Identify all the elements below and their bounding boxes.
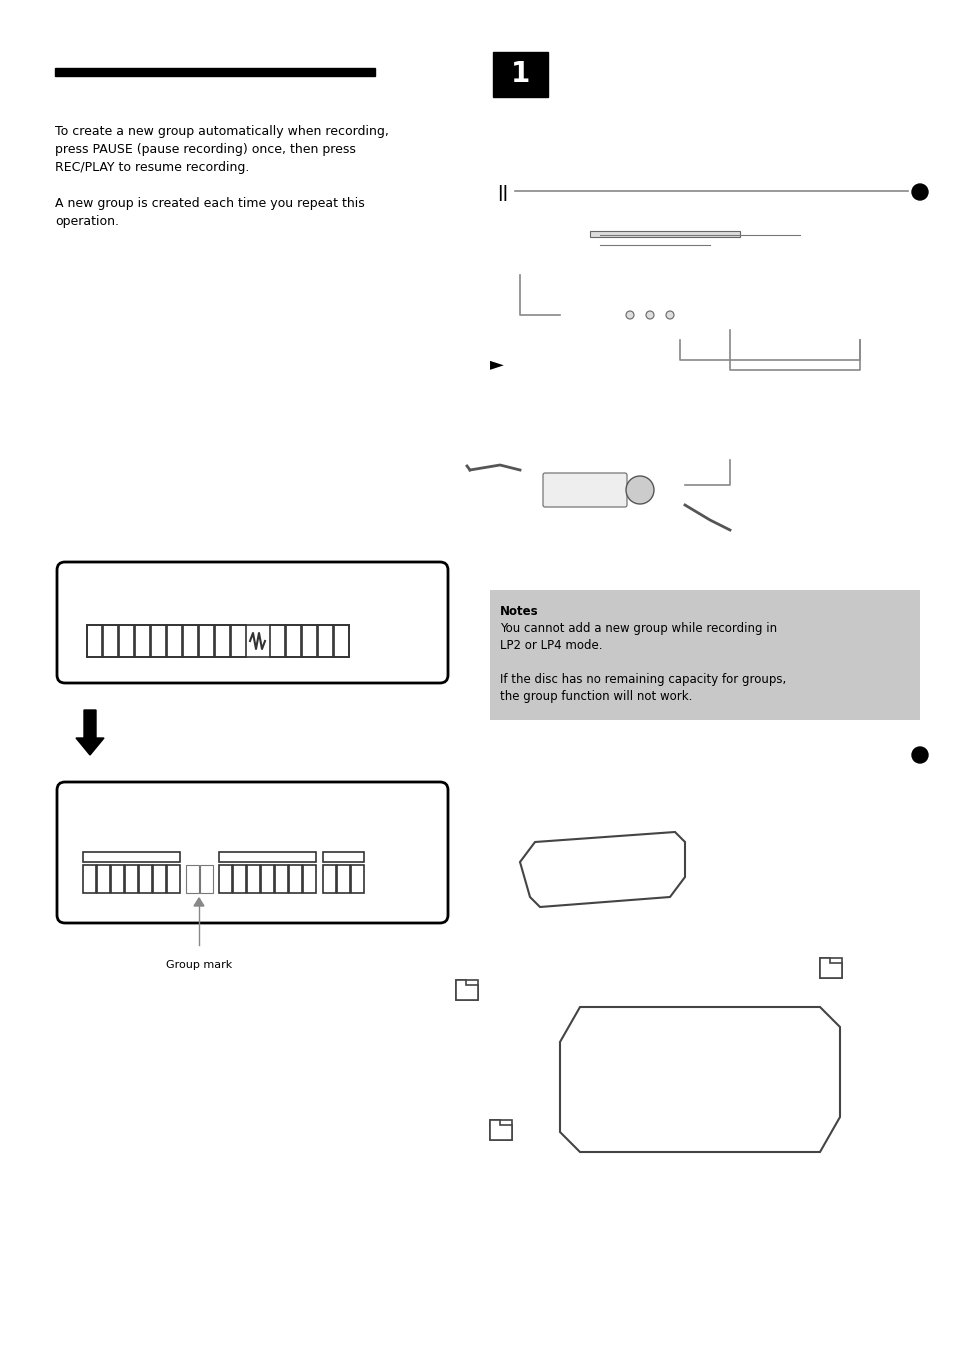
Bar — [820, 958, 841, 978]
Text: ||: || — [497, 185, 508, 201]
Bar — [334, 626, 349, 657]
Bar — [317, 626, 333, 657]
Text: 1: 1 — [511, 61, 530, 88]
Bar — [589, 231, 740, 237]
Text: ►: ► — [490, 356, 503, 373]
Bar — [87, 626, 102, 657]
Circle shape — [911, 746, 927, 763]
Bar — [336, 864, 350, 893]
Bar — [55, 68, 375, 76]
Bar — [286, 626, 301, 657]
Polygon shape — [76, 710, 104, 754]
Text: operation.: operation. — [55, 214, 119, 228]
Bar — [214, 626, 230, 657]
Bar — [83, 864, 96, 893]
PathPatch shape — [456, 980, 477, 1000]
Circle shape — [665, 311, 673, 319]
PathPatch shape — [820, 958, 841, 978]
Bar — [323, 864, 335, 893]
Bar — [456, 980, 477, 1000]
Bar — [183, 626, 198, 657]
Bar — [186, 864, 199, 893]
Bar — [125, 864, 138, 893]
Circle shape — [645, 311, 654, 319]
Bar — [103, 626, 118, 657]
Bar — [303, 864, 315, 893]
Bar — [490, 590, 919, 721]
Text: press PAUSE (pause recording) once, then press: press PAUSE (pause recording) once, then… — [55, 142, 355, 156]
Bar — [97, 864, 110, 893]
Bar — [274, 864, 288, 893]
Bar — [351, 864, 364, 893]
Bar — [233, 864, 246, 893]
Bar — [200, 864, 213, 893]
Bar — [219, 864, 232, 893]
Bar — [135, 626, 150, 657]
Polygon shape — [559, 1007, 840, 1152]
Bar — [111, 864, 124, 893]
Text: Group mark: Group mark — [166, 959, 232, 970]
Text: Notes: Notes — [499, 605, 538, 617]
Circle shape — [625, 311, 634, 319]
Bar — [139, 864, 152, 893]
Bar — [261, 864, 274, 893]
Circle shape — [625, 476, 654, 503]
Bar — [151, 626, 166, 657]
Bar — [247, 864, 260, 893]
Circle shape — [911, 185, 927, 199]
Bar — [167, 864, 180, 893]
Bar — [152, 864, 166, 893]
Bar — [119, 626, 133, 657]
Bar — [231, 626, 246, 657]
Bar — [323, 852, 364, 862]
FancyBboxPatch shape — [57, 782, 448, 923]
Bar — [490, 1120, 512, 1140]
Bar — [270, 626, 285, 657]
Bar — [199, 626, 213, 657]
Bar — [167, 626, 182, 657]
Text: LP2 or LP4 mode.: LP2 or LP4 mode. — [499, 639, 602, 651]
Bar — [493, 52, 547, 96]
Bar — [219, 852, 315, 862]
FancyBboxPatch shape — [57, 562, 448, 683]
Text: If the disc has no remaining capacity for groups,: If the disc has no remaining capacity fo… — [499, 673, 785, 687]
Text: To create a new group automatically when recording,: To create a new group automatically when… — [55, 125, 389, 138]
Polygon shape — [193, 898, 204, 906]
Polygon shape — [519, 832, 684, 906]
Bar — [302, 626, 316, 657]
Bar — [289, 864, 302, 893]
Text: the group function will not work.: the group function will not work. — [499, 689, 692, 703]
Bar — [83, 852, 180, 862]
Text: You cannot add a new group while recording in: You cannot add a new group while recordi… — [499, 622, 777, 635]
Text: REC/PLAY to resume recording.: REC/PLAY to resume recording. — [55, 161, 249, 174]
FancyBboxPatch shape — [542, 474, 626, 508]
PathPatch shape — [490, 1120, 512, 1140]
Text: A new group is created each time you repeat this: A new group is created each time you rep… — [55, 197, 364, 210]
